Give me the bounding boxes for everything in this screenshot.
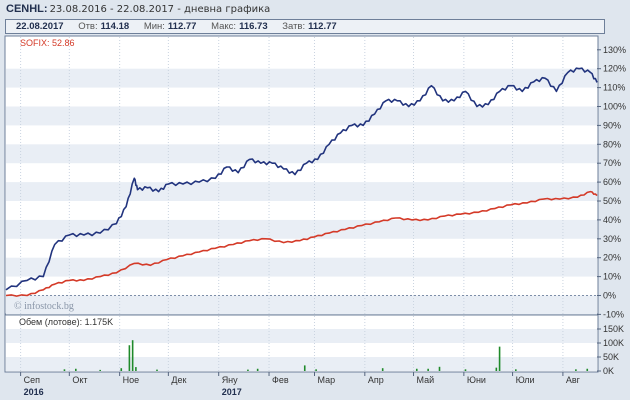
ticker-label: CENHL: <box>6 3 48 15</box>
min-value: 112.77 <box>167 21 197 32</box>
volume-bar <box>135 367 137 371</box>
volume-grid-band <box>6 329 597 343</box>
volume-bar <box>515 369 517 371</box>
year-label: 2016 <box>24 387 44 397</box>
volume-bar <box>75 368 77 371</box>
volume-bar <box>303 365 306 371</box>
close-value: 112.77 <box>308 21 337 32</box>
max-value: 116.73 <box>239 21 268 32</box>
x-tick-label: Апр <box>368 375 384 385</box>
x-tick-label: Мар <box>317 375 335 385</box>
year-label: 2017 <box>222 387 242 397</box>
volume-bar <box>120 368 123 371</box>
volume-bar <box>586 368 589 371</box>
volume-bars <box>63 340 589 371</box>
volume-bar <box>427 368 429 371</box>
volume-bar <box>575 369 577 371</box>
open-label: Отв: <box>78 21 98 32</box>
volume-bar <box>495 367 498 371</box>
grid-bands <box>6 68 597 315</box>
volume-bar <box>498 346 501 371</box>
close-label: Затв: <box>282 21 306 32</box>
y-axis-ticks: 130% 120% 110% 100% 90% 80% 70% 60% 50% 40% 30% 20%… <box>597 45 626 319</box>
info-date: 22.08.2017 <box>16 21 64 32</box>
x-tick-label: Фев <box>272 375 289 385</box>
y-tick-label: 10% <box>603 272 621 282</box>
volume-bar <box>315 369 317 371</box>
volume-bar <box>128 345 131 371</box>
x-tick-label: Юли <box>516 375 535 385</box>
series-lines <box>5 67 598 297</box>
volume-y-tick-label: 50K <box>603 352 619 362</box>
y-tick-label: 20% <box>603 253 621 263</box>
open-value: 114.18 <box>100 21 130 32</box>
x-tick-label: Окт <box>72 375 87 385</box>
x-tick-label: Юни <box>467 375 486 385</box>
y-tick-label: 40% <box>603 215 621 225</box>
volume-bar <box>99 369 101 371</box>
grid-band <box>6 219 597 239</box>
sofix-legend: SOFIX: 52.86 <box>20 38 75 48</box>
y-tick-label: 50% <box>603 196 621 206</box>
x-tick-label: Сеп <box>24 375 41 385</box>
grid-band <box>6 182 597 201</box>
grid-band <box>6 257 597 277</box>
volume-bar <box>256 368 259 371</box>
volume-y-tick-label: 150K <box>603 324 624 334</box>
x-tick-label: Ное <box>123 375 140 385</box>
volume-bar <box>131 340 134 371</box>
x-tick-label: Авг <box>566 375 581 385</box>
volume-y-tick-label: 0K <box>603 366 614 376</box>
volume-y-tick-label: 100K <box>603 338 624 348</box>
y-tick-label: 70% <box>603 158 621 168</box>
y-tick-label: 110% <box>603 83 625 93</box>
volume-label: Обем (лотове): 1.175K <box>19 317 113 327</box>
volume-bar <box>247 369 249 371</box>
y-tick-label: 30% <box>603 234 621 244</box>
grid-band <box>6 295 597 315</box>
watermark: © infostock.bg <box>14 301 74 312</box>
x-tick-label: Май <box>417 375 435 385</box>
y-tick-label: 130% <box>603 45 626 55</box>
volume-bar <box>381 368 384 371</box>
grid-band <box>6 144 597 164</box>
y-tick-label: 100% <box>603 102 626 112</box>
volume-bar <box>438 366 441 371</box>
y-tick-label: 90% <box>603 120 621 130</box>
volume-bar <box>156 369 158 371</box>
grid-band <box>6 68 597 88</box>
max-label: Макс: <box>211 21 237 32</box>
y-tick-label: 60% <box>603 177 621 187</box>
chart-title: CENHL: 23.08.2016 - 22.08.2017 - дневна г… <box>6 3 270 15</box>
y-tick-label: 120% <box>603 64 626 74</box>
y-tick-label: 80% <box>603 139 621 149</box>
x-tick-label: Дек <box>171 375 186 385</box>
volume-grid-band <box>6 357 597 371</box>
series-line-cenhl <box>5 67 598 291</box>
volume-bar <box>63 369 66 371</box>
x-tick-label: Яну <box>222 375 238 385</box>
min-label: Мин: <box>143 21 165 32</box>
y-tick-label: -10% <box>603 309 624 319</box>
ohlc-info-bar: 22.08.2017 Отв: 114.18 Мин: 112.77 Макс: 11… <box>5 19 605 34</box>
x-axis-ticks: Сеп Окт Ное Дек Яну Фев Мар Апр Май Юни Юли Авг 2016… <box>20 372 581 397</box>
period-label: 23.08.2016 - 22.08.2017 - дневна графика <box>49 4 271 15</box>
volume-grid-bands <box>6 329 597 371</box>
volume-bar <box>464 369 467 371</box>
series-line-sofix <box>5 190 598 297</box>
volume-y-axis-ticks: 150K 100K 50K 0K <box>597 324 624 376</box>
y-tick-label: 0% <box>603 291 616 301</box>
volume-bar <box>415 368 418 371</box>
grid-band <box>6 106 597 126</box>
